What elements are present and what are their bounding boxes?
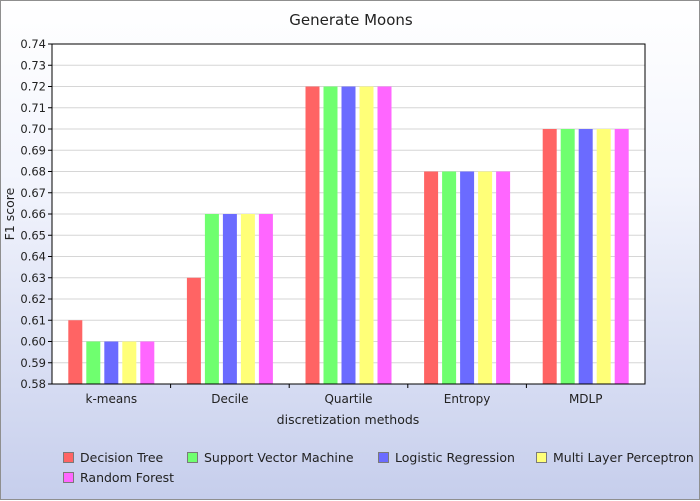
y-tick-label: 0.62 (20, 292, 46, 306)
bar (122, 341, 137, 384)
x-tick-label: Entropy (444, 392, 491, 406)
legend-row: Decision Tree Support Vector Machine Log… (63, 447, 699, 467)
y-axis-ticks: 0.58 0.59 0.60 0.61 0.62 0.63 0.64 0.65 0.66 0.67… (20, 37, 52, 391)
legend-label: Random Forest (80, 469, 175, 485)
bar (204, 214, 219, 384)
y-tick-label: 0.59 (20, 356, 46, 370)
y-tick-label: 0.68 (20, 165, 46, 179)
bar (460, 171, 475, 384)
y-tick-label: 0.71 (20, 101, 46, 115)
y-tick-label: 0.69 (20, 143, 46, 157)
legend: Decision Tree Support Vector Machine Log… (63, 447, 699, 487)
legend-swatch (187, 451, 198, 463)
bar (104, 341, 119, 384)
legend-row: Random Forest (63, 467, 699, 487)
y-tick-label: 0.70 (20, 122, 46, 136)
y-tick-label: 0.65 (20, 228, 46, 242)
bar (323, 86, 338, 384)
y-tick-label: 0.72 (20, 80, 46, 94)
bar (560, 129, 575, 384)
x-axis-label: discretization methods (277, 412, 420, 427)
bar (424, 171, 439, 384)
legend-swatch (63, 471, 74, 483)
bar (240, 214, 255, 384)
bar (258, 214, 273, 384)
bar (596, 129, 611, 384)
y-tick-label: 0.64 (20, 250, 46, 264)
bar (68, 320, 83, 384)
legend-item-decision-tree: Decision Tree (63, 450, 187, 465)
legend-label: Support Vector Machine (204, 449, 354, 465)
bar (478, 171, 493, 384)
x-tick-label: Quartile (324, 392, 372, 406)
chart-title: Generate Moons (289, 11, 413, 29)
bar (186, 277, 201, 384)
y-tick-label: 0.61 (20, 313, 46, 327)
bar (222, 214, 237, 384)
legend-swatch (378, 451, 389, 463)
bar (542, 129, 557, 384)
x-axis-ticks: k-means Decile Quartile Entropy MDLP (86, 384, 603, 406)
bar (341, 86, 356, 384)
legend-item-support-vector-machine: Support Vector Machine (187, 450, 378, 465)
y-axis-label: F1 score (2, 187, 17, 240)
bar (614, 129, 629, 384)
x-tick-label: MDLP (569, 392, 603, 406)
bars (68, 86, 629, 384)
y-tick-label: 0.58 (20, 377, 46, 391)
x-tick-label: Decile (211, 392, 248, 406)
y-tick-label: 0.67 (20, 186, 46, 200)
legend-item-multi-layer-perceptron: Multi Layer Perceptron (536, 450, 694, 465)
legend-label: Logistic Regression (395, 449, 515, 465)
legend-item-logistic-regression: Logistic Regression (378, 450, 536, 465)
bar (377, 86, 392, 384)
legend-swatch (63, 451, 74, 463)
bar (140, 341, 155, 384)
legend-swatch (536, 451, 547, 463)
y-tick-label: 0.60 (20, 335, 46, 349)
bar (496, 171, 511, 384)
bar (86, 341, 101, 384)
y-tick-label: 0.63 (20, 271, 46, 285)
bar (305, 86, 320, 384)
legend-label: Decision Tree (80, 449, 164, 465)
y-tick-label: 0.73 (20, 58, 46, 72)
bar (578, 129, 593, 384)
y-tick-label: 0.66 (20, 207, 46, 221)
bar (359, 86, 374, 384)
bar (442, 171, 457, 384)
legend-item-random-forest: Random Forest (63, 470, 174, 485)
legend-label: Multi Layer Perceptron (553, 449, 694, 465)
y-tick-label: 0.74 (20, 37, 46, 51)
x-tick-label: k-means (86, 392, 138, 406)
